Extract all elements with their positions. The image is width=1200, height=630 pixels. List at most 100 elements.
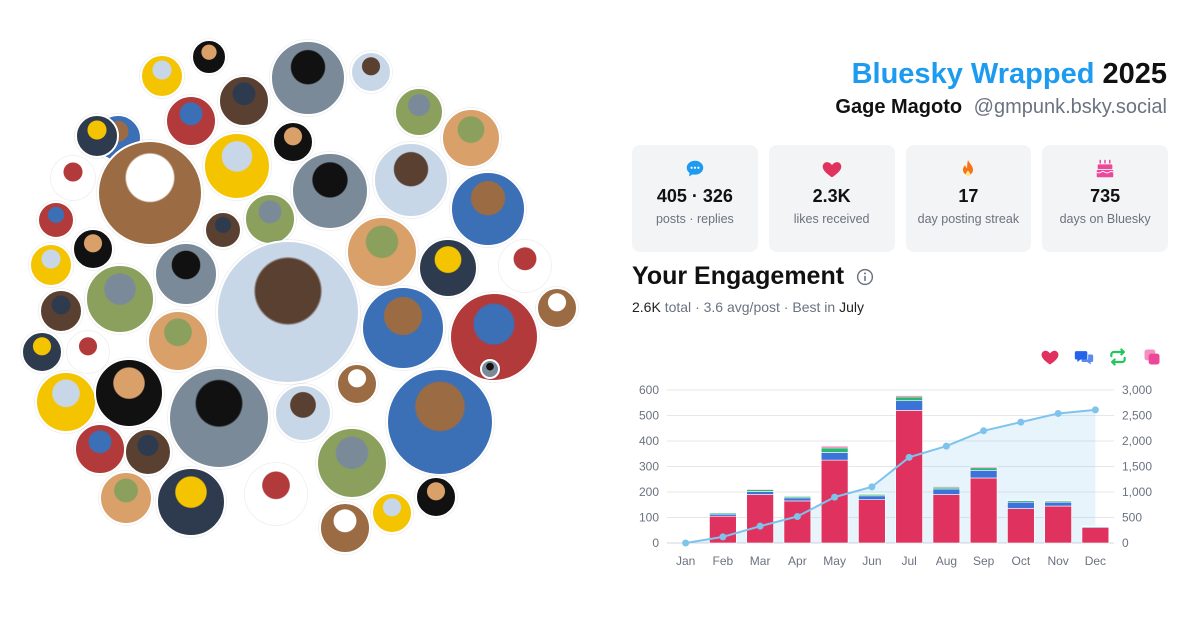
avatar[interactable] <box>415 476 457 518</box>
cumulative-point <box>1091 406 1099 414</box>
avatar[interactable] <box>75 114 119 158</box>
stat-card-likes: 2.3K likes received <box>768 145 895 252</box>
reply-bubbles-icon[interactable] <box>1074 347 1094 367</box>
avatar[interactable] <box>85 264 155 334</box>
avatar[interactable] <box>97 140 203 246</box>
bar-segment <box>746 494 774 544</box>
bar-segment <box>709 513 737 517</box>
x-tick-label: Sep <box>973 554 995 568</box>
separator: · <box>695 299 700 315</box>
cumulative-point <box>1054 409 1062 417</box>
bar-segment <box>932 488 961 495</box>
bar-segment <box>1007 508 1035 544</box>
avatar[interactable] <box>124 428 172 476</box>
avatar[interactable] <box>536 287 578 329</box>
x-tick-label: Aug <box>936 554 957 568</box>
x-tick-label: Apr <box>788 554 807 568</box>
avatar[interactable] <box>74 423 126 475</box>
avatar[interactable] <box>350 51 392 93</box>
avatar[interactable] <box>51 156 95 200</box>
bar-segment <box>709 512 737 514</box>
bar-segment <box>932 494 961 544</box>
avatar[interactable] <box>154 242 218 306</box>
chart-legend-toggles <box>1040 347 1162 367</box>
bar-segment <box>746 491 774 495</box>
avatar[interactable] <box>244 193 296 245</box>
stat-cards: 405 · 326 posts · replies 2.3K likes rec… <box>632 145 1168 252</box>
avatar[interactable] <box>274 384 332 442</box>
avatar[interactable] <box>441 108 501 168</box>
avatar[interactable] <box>499 240 551 292</box>
avatar[interactable] <box>394 87 444 137</box>
avatar[interactable] <box>37 201 75 239</box>
avatar[interactable] <box>336 363 378 405</box>
cumulative-point <box>719 533 727 541</box>
avatar[interactable] <box>39 289 83 333</box>
bar-segment <box>858 495 886 500</box>
avatar-cloud <box>21 39 578 554</box>
avatar[interactable] <box>216 240 360 384</box>
avatar[interactable] <box>371 492 413 534</box>
engagement-title: Your Engagement <box>632 262 874 291</box>
quote-copy-icon[interactable] <box>1142 347 1162 367</box>
bar-segment <box>783 495 812 497</box>
info-icon[interactable] <box>856 268 874 286</box>
avatar[interactable] <box>29 243 73 287</box>
bar-segment <box>1081 527 1110 544</box>
y-right-tick-label: 1,000 <box>1122 485 1152 499</box>
avatar[interactable] <box>204 211 242 249</box>
stat-value: 2.3K <box>812 186 851 206</box>
avatar[interactable] <box>245 463 307 525</box>
bar-segment <box>1044 500 1072 502</box>
avatar[interactable] <box>165 95 217 147</box>
y-right-tick-label: 2,500 <box>1122 409 1152 423</box>
avatar[interactable] <box>346 216 418 288</box>
avatar[interactable] <box>361 286 445 370</box>
cake-icon <box>1096 159 1114 178</box>
avatar[interactable] <box>94 358 164 428</box>
repost-icon[interactable] <box>1108 347 1128 367</box>
avatar[interactable] <box>218 75 270 127</box>
y-left-tick-label: 100 <box>639 511 659 525</box>
avatar[interactable] <box>203 132 271 200</box>
y-left-tick-label: 200 <box>639 485 659 499</box>
bar-segment <box>895 410 923 544</box>
avatar[interactable] <box>386 368 494 476</box>
y-right-tick-label: 1,500 <box>1122 460 1152 474</box>
separator: · <box>783 299 789 315</box>
flame-icon <box>963 159 974 177</box>
avatar[interactable] <box>156 467 226 537</box>
avatar[interactable] <box>480 359 500 379</box>
stat-value: 735 <box>1090 186 1121 206</box>
avatar[interactable] <box>450 171 526 247</box>
avatar[interactable] <box>99 471 153 525</box>
heart-icon[interactable] <box>1040 347 1060 367</box>
avatar[interactable] <box>147 310 209 372</box>
page-title: Bluesky Wrapped 2025 <box>852 58 1167 91</box>
avatar[interactable] <box>191 39 227 75</box>
avatar[interactable] <box>373 142 449 218</box>
avatar[interactable] <box>291 152 369 230</box>
y-left-tick-label: 600 <box>639 383 659 397</box>
avatar[interactable] <box>72 228 114 270</box>
avatar[interactable] <box>21 331 63 373</box>
y-left-tick-label: 0 <box>652 536 659 550</box>
bar-segment <box>969 477 998 544</box>
brand-title: Bluesky Wrapped <box>851 58 1095 90</box>
avatar[interactable] <box>140 54 184 98</box>
engagement-title-text: Your Engagement <box>632 262 845 290</box>
avatar[interactable] <box>319 502 371 554</box>
avatar[interactable] <box>270 40 346 116</box>
user-handle[interactable]: @gmpunk.bsky.social <box>973 96 1167 118</box>
avatar[interactable] <box>418 238 478 298</box>
avatar[interactable] <box>272 121 314 163</box>
avatar[interactable] <box>67 331 109 373</box>
avatar[interactable] <box>168 367 270 469</box>
avatar[interactable] <box>316 427 388 499</box>
stat-label: days on Bluesky <box>1059 212 1151 226</box>
x-tick-label: Jan <box>676 554 695 568</box>
x-tick-label: Dec <box>1085 554 1106 568</box>
engagement-average: 3.6 avg/post <box>703 299 780 315</box>
speech-bubble-icon <box>686 160 704 177</box>
avatar[interactable] <box>35 371 97 433</box>
